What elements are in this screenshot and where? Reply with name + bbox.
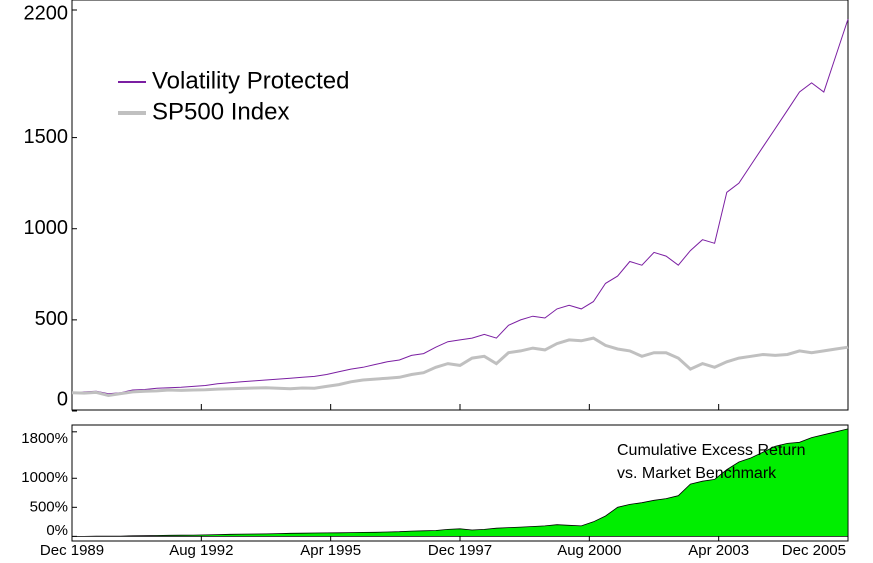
y-tick-label: 500% [30,498,68,515]
y-tick-label: 1000% [21,469,68,486]
y-tick-label: 0% [46,522,68,539]
x-tick-label: Apr 1995 [300,542,361,559]
y-tick-label: 1800% [21,430,68,447]
y-tick-label: 0 [57,388,68,410]
x-tick-label: Aug 1992 [169,542,233,559]
x-tick-label: Dec 2005 [782,542,846,559]
x-tick-label: Aug 2000 [557,542,621,559]
plot-frame [71,0,849,411]
annotation: vs. Market Benchmark [617,465,777,482]
legend-label: SP500 Index [152,98,289,125]
series-line [71,336,849,398]
legend-label: Volatility Protected [152,67,349,94]
y-tick-label: 2200 [24,2,69,24]
series-line [71,18,849,395]
area [72,428,849,537]
annotation: Cumulative Excess Return [617,442,806,459]
y-tick-label: 1000 [24,217,69,239]
x-tick-label: Dec 1989 [40,542,104,559]
y-tick-label: 1500 [24,126,69,148]
x-tick-label: Apr 2003 [688,542,749,559]
x-tick-label: Dec 1997 [428,542,492,559]
y-tick-label: 500 [35,308,68,330]
